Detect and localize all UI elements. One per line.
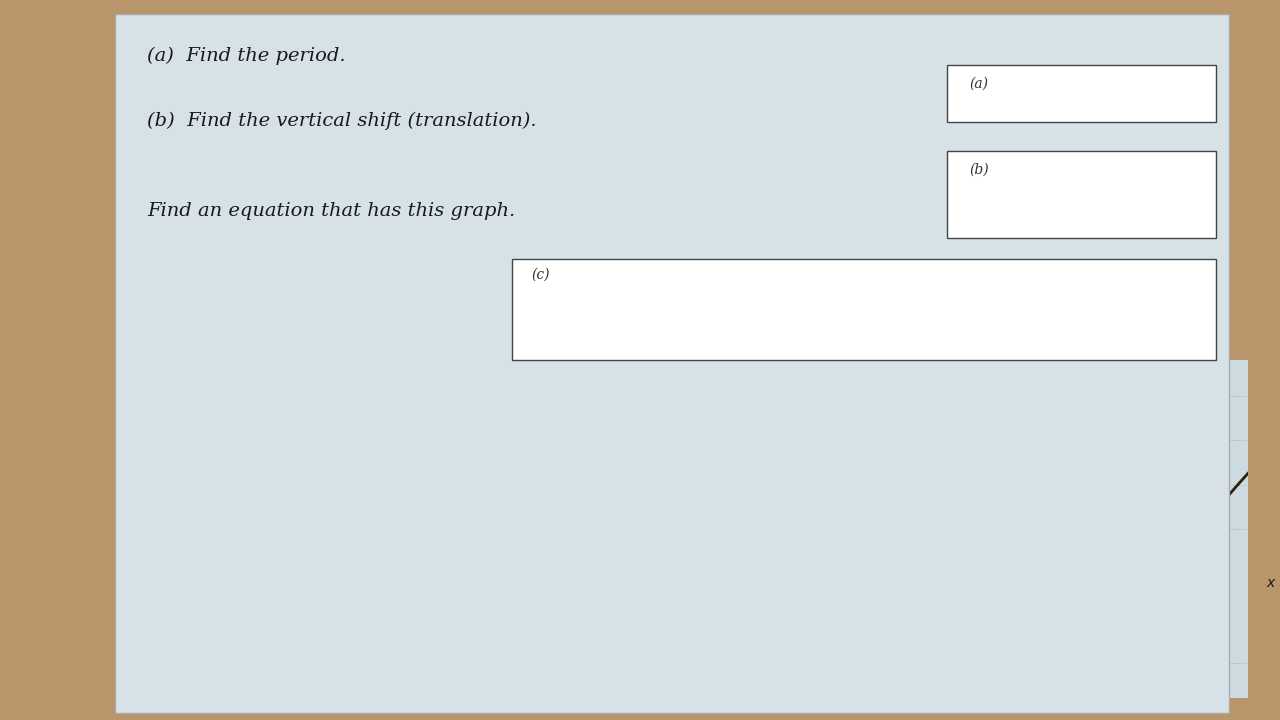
- Text: y: y: [421, 337, 429, 351]
- Text: 4: 4: [426, 389, 434, 402]
- Text: (c): (c): [531, 268, 549, 282]
- Text: (b)  Find the vertical shift (translation).: (b) Find the vertical shift (translation…: [147, 112, 536, 130]
- Bar: [947, 65, 1216, 122]
- Text: $3\pi$: $3\pi$: [931, 583, 947, 597]
- Text: (b): (b): [969, 163, 988, 176]
- Text: $\dfrac{9\pi}{2}$: $\dfrac{9\pi}{2}$: [1192, 583, 1210, 609]
- Text: $-\dfrac{3\pi}{2}$: $-\dfrac{3\pi}{2}$: [141, 583, 169, 609]
- Text: $\pi$: $\pi$: [586, 583, 595, 597]
- Text: $\dfrac{3\pi}{2}$: $\dfrac{3\pi}{2}$: [668, 583, 686, 609]
- Text: 3: 3: [426, 433, 434, 446]
- Bar: [512, 259, 1216, 360]
- Text: 2: 2: [426, 478, 434, 491]
- Text: $\dfrac{\pi}{2}$: $\dfrac{\pi}{2}$: [498, 583, 508, 608]
- Text: $\dfrac{7\pi}{2}$: $\dfrac{7\pi}{2}$: [1018, 583, 1034, 609]
- Text: 1: 1: [426, 523, 434, 536]
- Text: $4\pi$: $4\pi$: [1105, 583, 1121, 597]
- Bar: [947, 151, 1216, 238]
- Text: $-\dfrac{\pi}{2}$: $-\dfrac{\pi}{2}$: [319, 583, 339, 608]
- Text: (a): (a): [969, 76, 988, 90]
- Text: (a)  Find the period.: (a) Find the period.: [147, 47, 346, 65]
- Text: $2\pi$: $2\pi$: [756, 583, 773, 597]
- Text: -2: -2: [426, 656, 439, 670]
- Text: x: x: [1266, 576, 1275, 590]
- Text: $\dfrac{5\pi}{2}$: $\dfrac{5\pi}{2}$: [844, 583, 860, 609]
- Text: Find an equation that has this graph.: Find an equation that has this graph.: [147, 202, 516, 220]
- FancyBboxPatch shape: [115, 14, 1229, 713]
- Text: $-1$: $-1$: [374, 583, 393, 597]
- Text: $-\pi$: $-\pi$: [232, 583, 252, 597]
